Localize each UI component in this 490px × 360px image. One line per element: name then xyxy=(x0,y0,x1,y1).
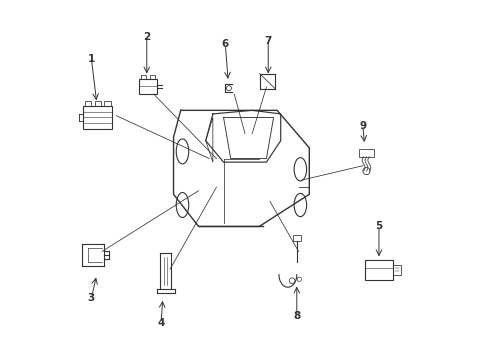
Bar xyxy=(83,106,113,129)
Text: 1: 1 xyxy=(88,54,95,64)
Bar xyxy=(95,101,101,106)
Bar xyxy=(141,75,146,79)
Bar xyxy=(359,149,373,157)
Text: 4: 4 xyxy=(157,318,165,328)
Bar xyxy=(393,265,401,275)
Text: 9: 9 xyxy=(359,121,367,131)
Text: 2: 2 xyxy=(143,32,150,42)
Bar xyxy=(85,101,91,106)
Bar xyxy=(365,260,393,280)
Text: 7: 7 xyxy=(265,36,272,46)
Text: 8: 8 xyxy=(293,311,300,321)
Text: 3: 3 xyxy=(88,293,95,303)
Bar xyxy=(139,79,157,94)
Text: 5: 5 xyxy=(375,221,383,231)
Bar xyxy=(150,75,155,79)
Bar xyxy=(293,235,301,241)
Bar xyxy=(104,101,111,106)
Text: 6: 6 xyxy=(222,39,229,49)
